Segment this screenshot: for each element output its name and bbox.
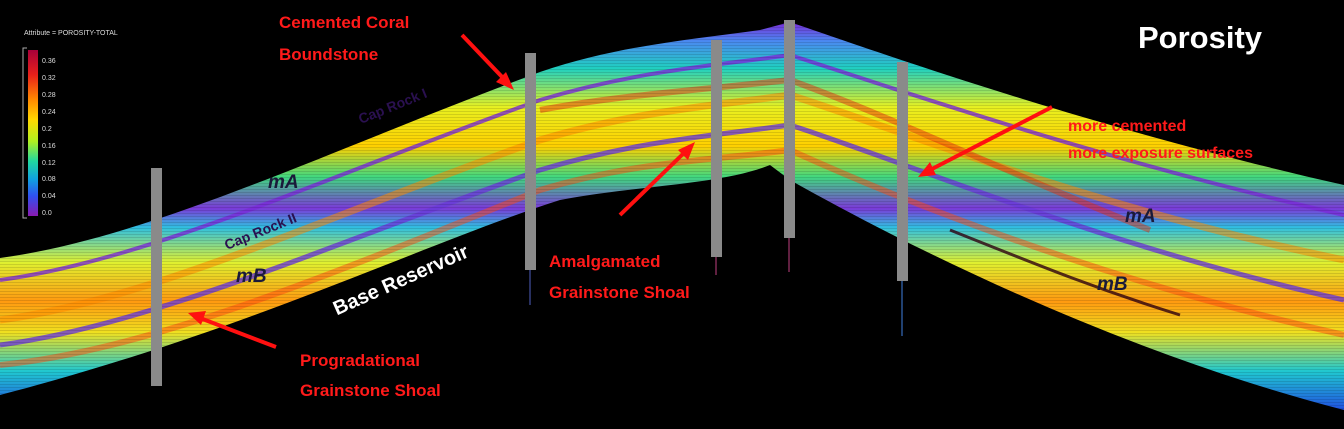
label-grainstone-shoal-2: Grainstone Shoal	[300, 381, 441, 400]
label-progradational: Progradational	[300, 351, 420, 370]
well-3	[711, 40, 722, 257]
legend-tick: 0.16	[42, 143, 56, 150]
porosity-legend	[22, 47, 38, 219]
legend-tick: 0.36	[42, 58, 56, 65]
well-5	[897, 62, 908, 281]
legend-tick: 0.28	[42, 92, 56, 99]
well-4	[784, 20, 795, 238]
label-boundstone: Boundstone	[279, 45, 379, 64]
label-mb-left: mB	[236, 266, 267, 287]
well-1	[151, 168, 162, 386]
legend-tick: 0.04	[42, 193, 56, 200]
legend-tick: 0.08	[42, 176, 56, 183]
label-mb-right: mB	[1097, 274, 1128, 295]
legend-tick: 0.12	[42, 160, 56, 167]
page-title: Porosity	[1138, 20, 1263, 55]
label-amalgamated: Amalgamated	[549, 252, 661, 271]
label-grainstone-shoal-1: Grainstone Shoal	[549, 283, 690, 302]
label-cemented-coral: Cemented Coral	[279, 13, 410, 32]
label-more-cemented: more cemented	[1068, 118, 1187, 135]
annotation-arrows	[188, 33, 1053, 349]
wells	[151, 20, 908, 386]
legend-tick: 0.32	[42, 75, 56, 82]
label-ma-right: mA	[1125, 206, 1156, 227]
legend-tick: 0.2	[42, 126, 52, 133]
legend-tick: 0.24	[42, 109, 56, 116]
label-more-exposure: more exposure surfaces	[1068, 145, 1253, 162]
legend-attribute-label: Attribute = POROSITY-TOTAL	[24, 30, 118, 37]
label-ma-left: mA	[268, 172, 299, 193]
well-2	[525, 53, 536, 270]
legend-tick: 0.0	[42, 210, 52, 217]
